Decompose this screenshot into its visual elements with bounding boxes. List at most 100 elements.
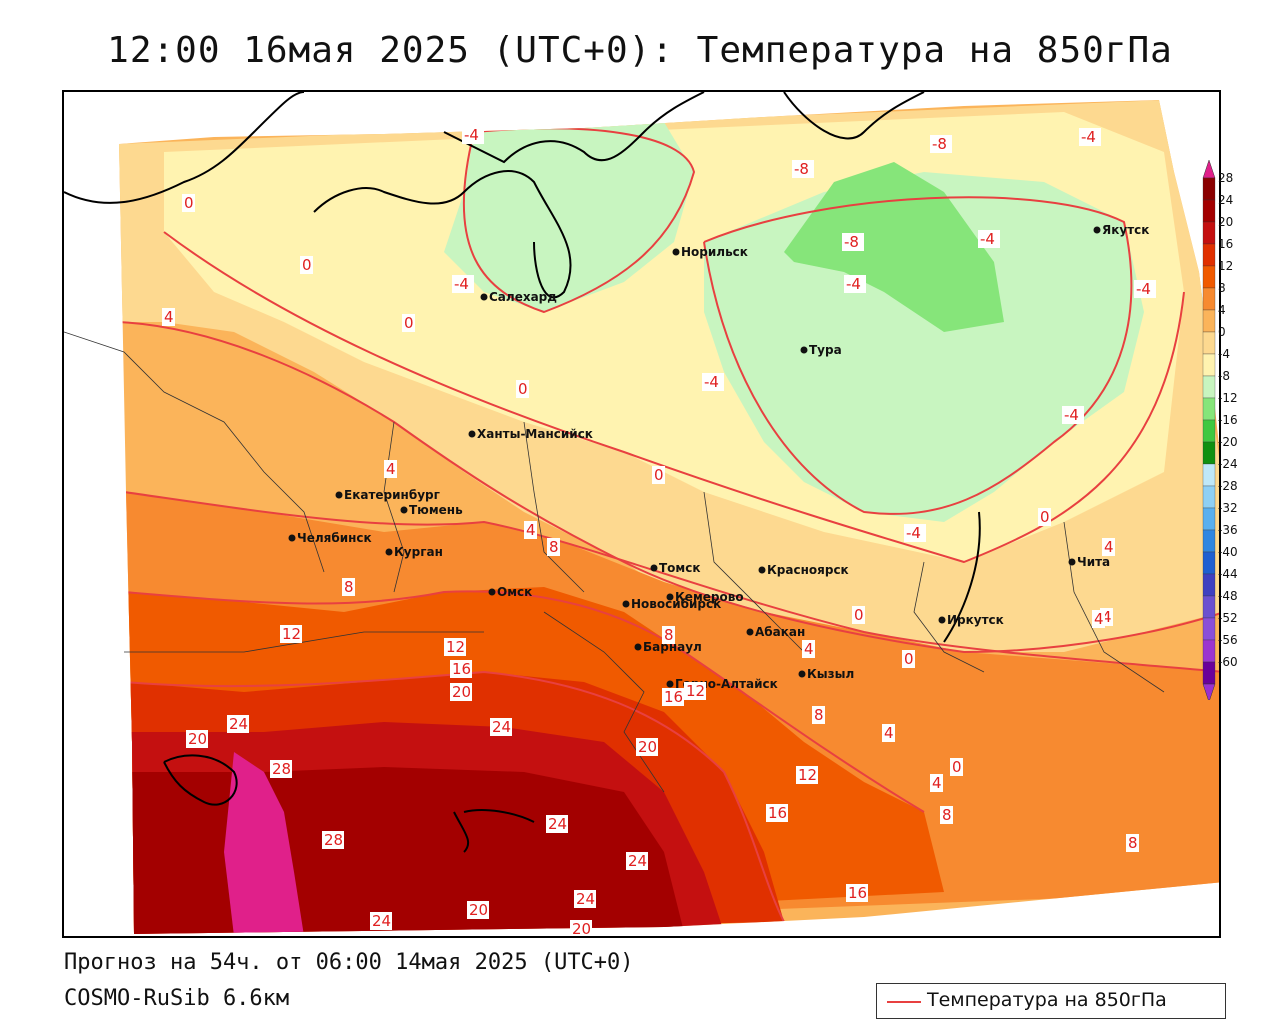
city-label: Чита: [1077, 555, 1110, 569]
isotherm-label-bg: [802, 640, 815, 658]
isotherm-label-bg: [846, 884, 868, 902]
city-marker: [798, 670, 806, 678]
isotherm-label-bg: [812, 706, 825, 724]
city-label: Барнаул: [643, 640, 702, 654]
isotherm-label: 20: [188, 730, 207, 748]
isotherm-label-bg: [490, 718, 512, 736]
isotherm-label: 28: [324, 831, 343, 849]
city-marker: [1093, 226, 1101, 234]
coastline: [64, 92, 981, 853]
isotherm-label: 12: [686, 682, 705, 700]
colorbar-tick-label: 28: [1218, 171, 1233, 185]
isotherm-label-bg: [902, 650, 915, 668]
isotherm-label-bg: [270, 760, 292, 778]
colorbar-tick-label: -48: [1218, 589, 1238, 603]
forecast-info: Прогноз на 54ч. от 06:00 14мая 2025 (UTC…: [64, 950, 634, 975]
city-marker: [622, 600, 630, 608]
isotherm-label: 16: [848, 884, 867, 902]
colorbar-tick-label: -44: [1218, 567, 1238, 581]
city-label: Кемерово: [675, 590, 744, 604]
colorbar-swatch: [1202, 221, 1216, 245]
colorbar-bottom-arrow: [1202, 683, 1216, 700]
colorbar-swatch: [1202, 441, 1216, 465]
isotherm-label: 20: [572, 920, 591, 936]
isotherm-label: 12: [282, 625, 301, 643]
city-marker: [800, 346, 808, 354]
isotherm-label: 20: [452, 683, 471, 701]
isotherm-label-bg: [516, 380, 529, 398]
isotherm-label: 0: [518, 380, 528, 398]
colorbar-tick-label: 8: [1218, 281, 1226, 295]
isotherm-label: 4: [164, 308, 174, 326]
colorbar-swatch: [1202, 463, 1216, 487]
isotherm-label: 4: [526, 521, 536, 539]
isotherm-label: 16: [664, 688, 683, 706]
isotherm-label: 4: [1102, 608, 1112, 626]
isotherm-label-bg: [574, 890, 596, 908]
isotherm-label: 0: [854, 606, 864, 624]
isotherm-label-bg: [626, 852, 648, 870]
isotherm-label: 8: [1128, 834, 1138, 852]
city-marker: [480, 293, 488, 301]
colorbar-tick-label: -52: [1218, 611, 1238, 625]
isotherm-label-bg: [546, 815, 568, 833]
isotherm-label-bg: [684, 682, 706, 700]
isotherm-label: -4: [704, 373, 719, 391]
isotherm-label: 16: [452, 660, 471, 678]
isotherm-label: 4: [932, 774, 942, 792]
isotherm-label: 24: [492, 718, 511, 736]
city-marker: [650, 564, 658, 572]
isotherm-label-bg: [1102, 538, 1115, 556]
colorbar-swatch: [1202, 331, 1216, 355]
isotherm-label: -4: [1081, 128, 1096, 146]
isotherm-label-bg: [844, 275, 866, 293]
colorbar-tick-label: 24: [1218, 193, 1233, 207]
isotherm-label: -4: [846, 275, 861, 293]
colorbar-tick-label: -36: [1218, 523, 1238, 537]
isotherm-label-bg: [1062, 406, 1084, 424]
city-label: Красноярск: [767, 563, 849, 577]
isotherm-label-bg: [370, 912, 392, 930]
colorbar-tick-label: -20: [1218, 435, 1238, 449]
city-marker: [288, 534, 296, 542]
colorbar-swatch: [1202, 309, 1216, 333]
weather-map[interactable]: Норильск Якутск Салехард Тура Ханты-Мансийск…: [62, 90, 1221, 938]
isotherm-label-bg: [1134, 280, 1156, 298]
city-label: Екатеринбург: [344, 488, 440, 502]
isotherm-label: 4: [1104, 538, 1114, 556]
colorbar-swatch: [1202, 661, 1216, 685]
isotherm-label: -4: [454, 275, 469, 293]
legend-box: Температура на 850гПа: [876, 983, 1226, 1019]
isotherm-label: 0: [404, 314, 414, 332]
isotherm-label: 0: [904, 650, 914, 668]
isotherm-label-bg: [402, 314, 415, 332]
isotherm-label: 20: [638, 738, 657, 756]
city-label: Ханты-Мансийск: [477, 427, 593, 441]
isotherm-label: 28: [272, 760, 291, 778]
isotherm-label-bg: [444, 638, 466, 656]
colorbar-tick-label: -24: [1218, 457, 1238, 471]
city-marker: [938, 616, 946, 624]
isotherm-label-bg: [450, 683, 472, 701]
isotherm-label: 8: [942, 806, 952, 824]
isotherm-label: 24: [372, 912, 391, 930]
isotherm-label-bg: [280, 625, 302, 643]
isotherm-label-bg: [462, 126, 484, 144]
colorbar-tick-label: -60: [1218, 655, 1238, 669]
colorbar-tick-label: 16: [1218, 237, 1233, 251]
isotherm-label: 4: [386, 460, 396, 478]
isotherm-label: -4: [1064, 406, 1079, 424]
isotherm-label-bg: [662, 688, 684, 706]
city-label: Курган: [394, 545, 443, 559]
isotherm-label: 8: [344, 578, 354, 596]
isotherm-label: -4: [980, 230, 995, 248]
isotherm-label-bg: [978, 230, 1000, 248]
colorbar-tick-label: -32: [1218, 501, 1238, 515]
isotherm-label-bg: [1038, 508, 1051, 526]
colorbar-tick-label: 4: [1218, 303, 1226, 317]
colorbar-swatch: [1202, 595, 1216, 619]
city-marker: [746, 628, 754, 636]
legend-line-sample: [887, 1001, 921, 1003]
isotherm-label: 0: [184, 194, 194, 212]
city-marker: [385, 548, 393, 556]
